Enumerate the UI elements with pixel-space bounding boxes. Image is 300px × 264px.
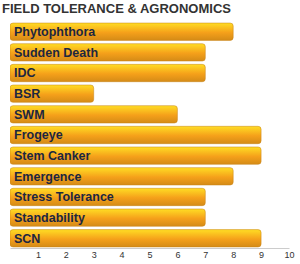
x-tick: 7 — [203, 248, 208, 260]
x-tick: 8 — [231, 248, 236, 260]
bar — [10, 23, 233, 40]
category-label: Standability — [14, 211, 85, 225]
bar — [10, 188, 205, 205]
category-labels: Phytophthora Sudden Death IDC BSR SWM Frogeye… — [14, 25, 114, 246]
x-tick: 1 — [36, 248, 41, 260]
category-label: Phytophthora — [14, 25, 96, 39]
x-tick-label: 9 — [259, 250, 264, 260]
x-tick: 5 — [147, 248, 152, 260]
x-tick-label: 2 — [64, 250, 69, 260]
bar — [10, 230, 261, 247]
x-tick-label: 6 — [175, 250, 180, 260]
category-label: IDC — [14, 66, 36, 80]
x-axis: 1 2 3 4 5 6 7 8 9 10 — [11, 248, 295, 260]
bar — [10, 126, 261, 143]
category-label: SCN — [14, 232, 40, 246]
category-label: Emergence — [14, 170, 81, 184]
category-label: SWM — [14, 108, 45, 122]
category-label: Stress Tolerance — [14, 190, 114, 204]
bar — [10, 168, 233, 185]
category-label: Sudden Death — [14, 46, 98, 60]
x-tick-label: 8 — [231, 250, 236, 260]
bar — [10, 209, 205, 226]
x-axis-line — [11, 248, 290, 249]
bar — [10, 147, 261, 164]
bar — [10, 106, 177, 123]
title: FIELD TOLERANCE & AGRONOMICS — [2, 1, 231, 16]
x-tick: 4 — [120, 248, 125, 260]
x-tick-label: 7 — [203, 250, 208, 260]
bar — [10, 64, 205, 81]
x-tick-label: 1 — [36, 250, 41, 260]
chart: FIELD TOLERANCE & AGRONOMICS Phytophthora… — [0, 0, 300, 264]
x-tick: 9 — [259, 248, 264, 260]
bar — [10, 85, 94, 102]
x-tick: 6 — [175, 248, 180, 260]
x-tick: 2 — [64, 248, 69, 260]
x-tick: 10 — [284, 248, 294, 260]
plot: Phytophthora Sudden Death IDC BSR SWM Frogeye… — [10, 23, 295, 260]
x-tick-label: 4 — [120, 250, 125, 260]
bar — [10, 44, 205, 61]
category-label: BSR — [14, 87, 40, 101]
x-tick-label: 10 — [284, 250, 294, 260]
x-tick-label: 3 — [92, 250, 97, 260]
x-tick: 3 — [92, 248, 97, 260]
category-label: Stem Canker — [14, 149, 91, 163]
category-label: Frogeye — [14, 128, 63, 142]
x-tick-label: 5 — [147, 250, 152, 260]
bars — [10, 23, 261, 247]
